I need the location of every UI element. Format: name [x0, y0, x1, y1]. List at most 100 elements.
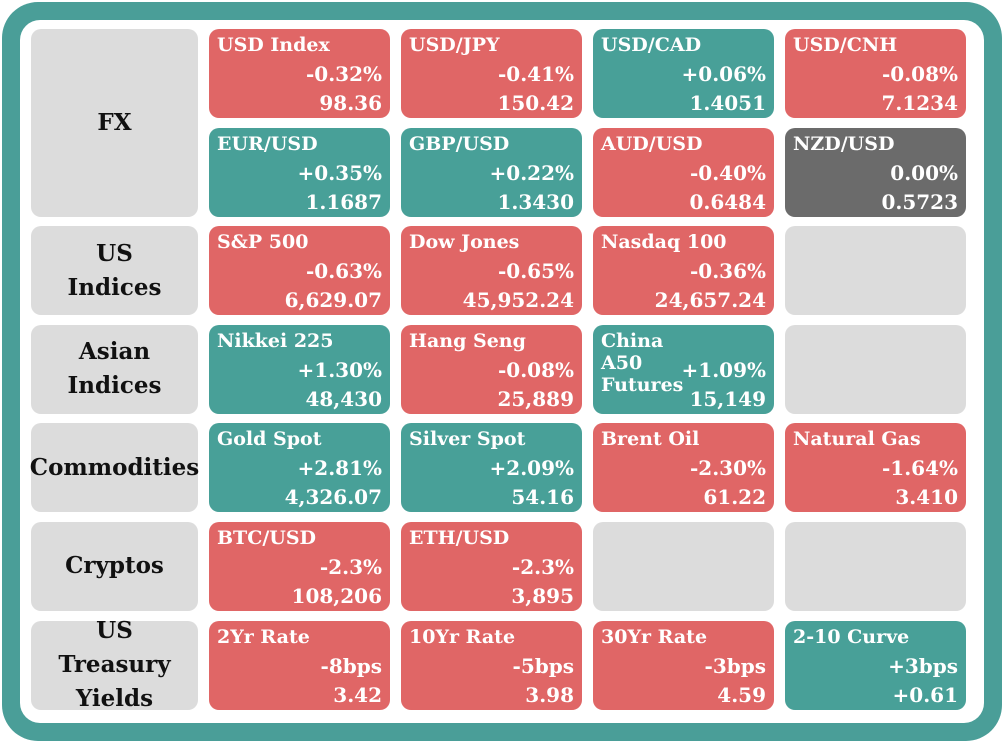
tile-name: ETH/USD — [409, 526, 510, 549]
tile-aud-usd[interactable]: AUD/USD -0.40% 0.6484 — [593, 127, 774, 217]
tile-value: 3.42 — [333, 682, 382, 707]
tile-name: Natural Gas — [793, 428, 921, 451]
tile-value: 45,952.24 — [462, 288, 574, 313]
empty-tile — [785, 324, 966, 414]
tile-change: -0.32% — [305, 62, 382, 86]
tile-name: NZD/USD — [793, 132, 895, 155]
tile-value: 4,326.07 — [284, 485, 382, 510]
tile-value: 3.410 — [895, 485, 958, 510]
tile-name: USD/CNH — [793, 34, 898, 56]
tile-nikkei-225[interactable]: Nikkei 225 +1.30% 48,430 — [209, 324, 390, 414]
tile-change: +1.30% — [297, 357, 382, 382]
tile-btc-usd[interactable]: BTC/USD -2.3% 108,206 — [209, 521, 390, 611]
tile-name: USD Index — [217, 34, 330, 56]
tile-natural-gas[interactable]: Natural Gas -1.64% 3.410 — [785, 423, 966, 513]
tile-10yr-rate[interactable]: 10Yr Rate -5bps 3.98 — [401, 620, 582, 710]
tile-nzd-usd[interactable]: NZD/USD 0.00% 0.5723 — [785, 127, 966, 217]
tile-change: +2.81% — [297, 456, 382, 481]
tile-name: GBP/USD — [409, 132, 510, 155]
tile-change: -8bps — [320, 653, 382, 678]
tile-name: Dow Jones — [409, 231, 520, 254]
tile-value: 98.36 — [319, 91, 382, 115]
tile-change: +3bps — [888, 653, 958, 678]
tile-2-10-curve[interactable]: 2-10 Curve +3bps +0.61 — [785, 620, 966, 710]
tile-name: 10Yr Rate — [409, 625, 516, 648]
tile-name: Silver Spot — [409, 428, 526, 451]
tile-change: -0.65% — [497, 259, 574, 284]
tile-usd-cad[interactable]: USD/CAD +0.06% 1.4051 — [593, 29, 774, 118]
tile-change: -0.63% — [305, 259, 382, 284]
tile-name: EUR/USD — [217, 132, 318, 155]
tile-name: Nikkei 225 — [217, 329, 334, 352]
tile-gbp-usd[interactable]: GBP/USD +0.22% 1.3430 — [401, 127, 582, 217]
tile-usd-jpy[interactable]: USD/JPY -0.41% 150.42 — [401, 29, 582, 118]
category-cryptos: Cryptos — [31, 521, 198, 611]
tile-value: 0.5723 — [881, 189, 958, 214]
tile-change: +1.09% — [681, 357, 766, 382]
tile-value: 4.59 — [717, 682, 766, 707]
tile-value: 150.42 — [497, 91, 574, 115]
tile-change: +0.06% — [681, 62, 766, 86]
empty-tile — [593, 521, 774, 611]
tile-dow-jones[interactable]: Dow Jones -0.65% 45,952.24 — [401, 226, 582, 316]
tile-change: +0.22% — [489, 160, 574, 185]
tile-name: China A50 Futures — [601, 329, 684, 396]
tile-value: 25,889 — [497, 386, 574, 411]
tile-change: -0.36% — [689, 259, 766, 284]
category-fx: FX — [31, 29, 198, 217]
category-label: US Treasury Yields — [58, 617, 171, 713]
market-grid: FX USD Index -0.32% 98.36 USD/JPY -0.41%… — [20, 20, 984, 723]
tile-name: Gold Spot — [217, 428, 322, 451]
tile-value: 0.6484 — [689, 189, 766, 214]
tile-usd-index[interactable]: USD Index -0.32% 98.36 — [209, 29, 390, 118]
tile-sp500[interactable]: S&P 500 -0.63% 6,629.07 — [209, 226, 390, 316]
tile-value: 7.1234 — [881, 91, 958, 115]
tile-eth-usd[interactable]: ETH/USD -2.3% 3,895 — [401, 521, 582, 611]
tile-value: 1.4051 — [689, 91, 766, 115]
empty-tile — [785, 226, 966, 316]
tile-name: 2-10 Curve — [793, 625, 910, 648]
tile-change: -0.40% — [689, 160, 766, 185]
tile-value: 1.1687 — [305, 189, 382, 214]
tile-value: 3.98 — [525, 682, 574, 707]
category-label: Asian Indices — [67, 338, 162, 400]
tile-name: Nasdaq 100 — [601, 231, 727, 254]
tile-name: AUD/USD — [601, 132, 703, 155]
tile-gold-spot[interactable]: Gold Spot +2.81% 4,326.07 — [209, 423, 390, 513]
tile-name: Hang Seng — [409, 329, 526, 352]
tile-value: 61.22 — [703, 485, 766, 510]
tile-value: 1.3430 — [497, 189, 574, 214]
tile-silver-spot[interactable]: Silver Spot +2.09% 54.16 — [401, 423, 582, 513]
tile-value: 6,629.07 — [284, 288, 382, 313]
tile-change: -1.64% — [881, 456, 958, 481]
tile-change: -0.41% — [497, 62, 574, 86]
tile-name: USD/CAD — [601, 34, 702, 56]
tile-change: -2.30% — [689, 456, 766, 481]
tile-nasdaq-100[interactable]: Nasdaq 100 -0.36% 24,657.24 — [593, 226, 774, 316]
tile-change: +0.35% — [297, 160, 382, 185]
tile-name: USD/JPY — [409, 34, 500, 56]
tile-eur-usd[interactable]: EUR/USD +0.35% 1.1687 — [209, 127, 390, 217]
tile-change: -2.3% — [511, 554, 574, 579]
tile-name: S&P 500 — [217, 231, 309, 254]
tile-value: 48,430 — [305, 386, 382, 411]
tile-change: -0.08% — [881, 62, 958, 86]
category-asian-indices: Asian Indices — [31, 324, 198, 414]
tile-name: BTC/USD — [217, 526, 317, 549]
tile-value: 24,657.24 — [654, 288, 766, 313]
tile-china-a50[interactable]: China A50 Futures +1.09% 15,149 — [593, 324, 774, 414]
tile-change: -2.3% — [319, 554, 382, 579]
tile-name: 2Yr Rate — [217, 625, 310, 648]
tile-2yr-rate[interactable]: 2Yr Rate -8bps 3.42 — [209, 620, 390, 710]
tile-value: 108,206 — [291, 583, 382, 608]
tile-value: 54.16 — [511, 485, 574, 510]
tile-hang-seng[interactable]: Hang Seng -0.08% 25,889 — [401, 324, 582, 414]
tile-name: Brent Oil — [601, 428, 700, 451]
tile-name: 30Yr Rate — [601, 625, 708, 648]
tile-usd-cnh[interactable]: USD/CNH -0.08% 7.1234 — [785, 29, 966, 118]
tile-change: -0.08% — [497, 357, 574, 382]
tile-brent-oil[interactable]: Brent Oil -2.30% 61.22 — [593, 423, 774, 513]
tile-30yr-rate[interactable]: 30Yr Rate -3bps 4.59 — [593, 620, 774, 710]
tile-change: -3bps — [704, 653, 766, 678]
